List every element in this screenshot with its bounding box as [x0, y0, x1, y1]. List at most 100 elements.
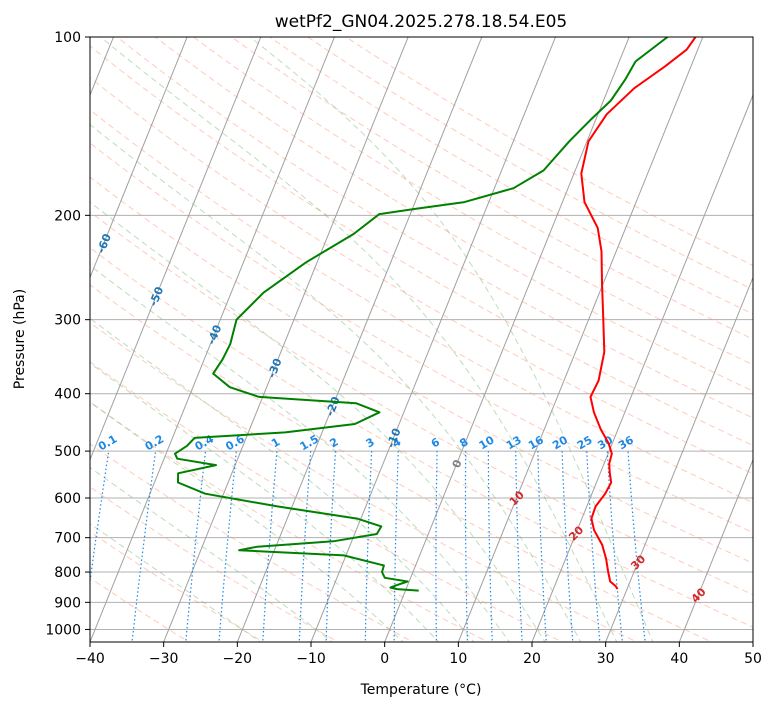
mixing-ratio-line-0.6 — [218, 451, 237, 642]
mixing-ratio-label: 1 — [269, 435, 282, 450]
y-tick-label: 100 — [54, 30, 81, 46]
dry-adiabat-20 — [90, 361, 564, 642]
isotherm-20 — [531, 93, 753, 642]
mixing-ratio-line-2 — [325, 451, 337, 642]
dry-adiabat-0 — [90, 443, 414, 642]
mixing-ratio-lines — [90, 451, 646, 642]
mixing-ratio-line-13 — [515, 451, 523, 642]
mixing-ratio-line-0.2 — [131, 451, 157, 642]
dry-adiabat-120 — [116, 37, 753, 419]
dry-adiabat-40 — [90, 284, 713, 642]
dry-adiabat-150 — [230, 37, 753, 340]
y-axis-label: Pressure (hPa) — [12, 289, 28, 389]
mixing-ratio-label: 25 — [575, 433, 595, 452]
y-tick-label: 200 — [54, 208, 81, 224]
dry-adiabat-60 — [90, 211, 753, 596]
y-tick-label: 300 — [54, 313, 81, 329]
mixing-ratio-label: 36 — [616, 433, 636, 452]
isotherm--40 — [90, 37, 336, 642]
dry-adiabat-70 — [90, 176, 753, 564]
mixing-ratio-line-30 — [606, 451, 624, 642]
mixing-ratio-line-0.1 — [90, 451, 110, 586]
isotherm--60 — [90, 37, 188, 279]
isotherm-label: -70 — [43, 176, 63, 200]
y-tick-label: 1000 — [45, 622, 81, 638]
y-tick-label: 400 — [54, 387, 81, 403]
isotherm-label: -80 — [0, 130, 8, 154]
y-tick-label: 600 — [54, 491, 81, 507]
isotherm-50 — [752, 640, 753, 642]
mixing-ratio-line-1.5 — [298, 451, 312, 642]
mixing-ratio-label: 10 — [477, 433, 497, 452]
mixing-ratio-line-6 — [435, 451, 438, 642]
x-tick-label: 30 — [597, 651, 615, 667]
dry-adiabat-10 — [90, 401, 489, 642]
x-tick-label: −20 — [223, 651, 253, 667]
isotherms — [90, 37, 753, 642]
moist-adiabat-15 — [90, 264, 510, 642]
moist-adiabat-5 — [90, 362, 440, 642]
dry-adiabats — [90, 37, 753, 642]
dry-adiabat-50 — [90, 247, 753, 628]
plot-frame — [89, 36, 754, 643]
mixing-ratio-label: 16 — [526, 433, 546, 452]
y-tick-label: 800 — [54, 565, 81, 581]
mixing-ratio-label: 1.5 — [298, 432, 321, 453]
x-tick-label: 20 — [523, 651, 541, 667]
x-tick-label: 40 — [670, 651, 688, 667]
x-tick-label: −40 — [75, 651, 105, 667]
isotherm--20 — [236, 37, 483, 642]
mixing-ratio-line-3 — [364, 451, 373, 642]
moist-adiabat-label: 10 — [507, 488, 527, 508]
moist-adiabat-label: 30 — [628, 552, 648, 572]
mixing-ratio-line-25 — [586, 451, 601, 642]
y-tick-label: 900 — [54, 595, 81, 611]
mixing-ratio-line-1 — [262, 451, 278, 642]
moist-adiabats — [90, 37, 654, 642]
moist-adiabat-20 — [90, 201, 546, 642]
dry-adiabat--20 — [90, 531, 265, 642]
temperature-line — [580, 37, 697, 590]
moist-adiabat--20 — [90, 522, 261, 642]
mixing-ratio-label: 2 — [328, 435, 341, 450]
mixing-ratio-line-4 — [393, 451, 399, 642]
pressure-gridlines — [90, 37, 753, 630]
chart-title: wetPf2_GN04.2025.278.18.54.E05 — [275, 12, 567, 32]
dry-adiabat-180 — [345, 37, 753, 267]
x-tick-label: −30 — [149, 651, 179, 667]
x-axis-label: Temperature (°C) — [360, 682, 482, 698]
dry-adiabat-160 — [268, 37, 753, 315]
mixing-ratio-label: 6 — [429, 435, 442, 450]
moist-adiabat--10 — [90, 466, 333, 642]
x-tick-label: 0 — [380, 651, 389, 667]
isotherm-10 — [457, 37, 704, 642]
isotherm-label-zero: 0 — [450, 458, 465, 470]
mixing-ratio-label: 3 — [364, 435, 377, 450]
y-tick-label: 700 — [54, 531, 81, 547]
isotherm--50 — [90, 37, 262, 462]
moist-adiabat-35 — [249, 37, 654, 642]
isotherm-0 — [384, 37, 630, 642]
mixing-ratio-label: 0.2 — [143, 432, 166, 453]
mixing-ratio-line-8 — [464, 451, 469, 642]
mixing-ratio-line-16 — [537, 451, 547, 642]
x-axis-ticks: −40 −30 −20 −10 0 10 20 30 40 50 — [75, 642, 762, 667]
isotherm-label: -30 — [265, 356, 285, 380]
profiles — [174, 37, 697, 592]
mixing-ratio-line-10 — [487, 451, 493, 642]
dry-adiabat-100 — [90, 76, 753, 475]
mixing-ratio-label: 20 — [550, 433, 570, 452]
mixing-ratio-line-20 — [561, 451, 574, 642]
dry-adiabat-110 — [90, 45, 753, 447]
mixing-ratio-label: 0.4 — [193, 432, 217, 453]
moist-adiabat-30 — [100, 37, 618, 642]
mixing-ratio-line-0.4 — [185, 451, 207, 642]
isotherm-30 — [605, 276, 753, 642]
moist-adiabat-10 — [90, 317, 475, 642]
isotherm-label: -50 — [147, 285, 167, 309]
dry-adiabat-90 — [90, 109, 753, 504]
x-tick-label: −10 — [296, 651, 326, 667]
isotherm--30 — [163, 37, 409, 642]
y-axis-ticks: 100 200 300 400 500 600 700 800 900 1000 — [45, 30, 90, 638]
